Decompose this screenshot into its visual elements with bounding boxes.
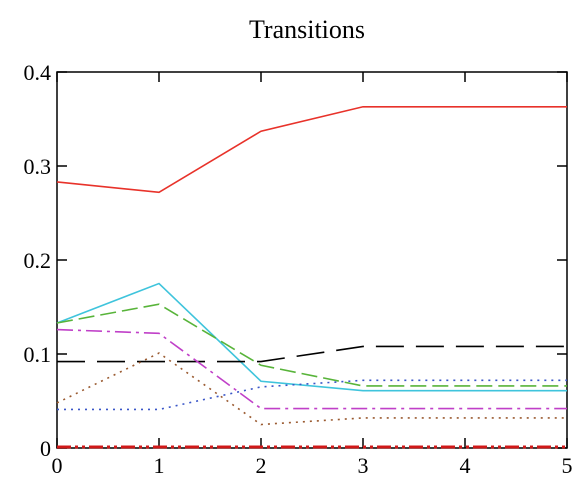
series-line-5 — [57, 379, 567, 411]
series-line-4 — [56, 328, 567, 410]
x-tick-label: 0 — [52, 453, 63, 478]
x-tick-label: 1 — [154, 453, 165, 478]
plot-frame — [56, 71, 568, 449]
y-tick-label: 0.2 — [24, 248, 52, 273]
y-tick-label: 0.4 — [24, 60, 52, 85]
series-line-1 — [56, 282, 567, 392]
y-tick-label: 0.1 — [24, 342, 52, 367]
series-line-0 — [56, 105, 567, 194]
x-tick-label: 2 — [256, 453, 267, 478]
x-tick-label: 3 — [358, 453, 369, 478]
series-line-3 — [57, 345, 567, 363]
x-tick-label: 4 — [460, 453, 471, 478]
y-tick-label: 0.3 — [24, 154, 52, 179]
series-line-6 — [56, 352, 567, 426]
x-tick-label: 5 — [562, 453, 573, 478]
y-tick-label: 0 — [40, 436, 51, 461]
series-line-2 — [56, 303, 567, 387]
chart-title: Transitions — [249, 15, 365, 44]
